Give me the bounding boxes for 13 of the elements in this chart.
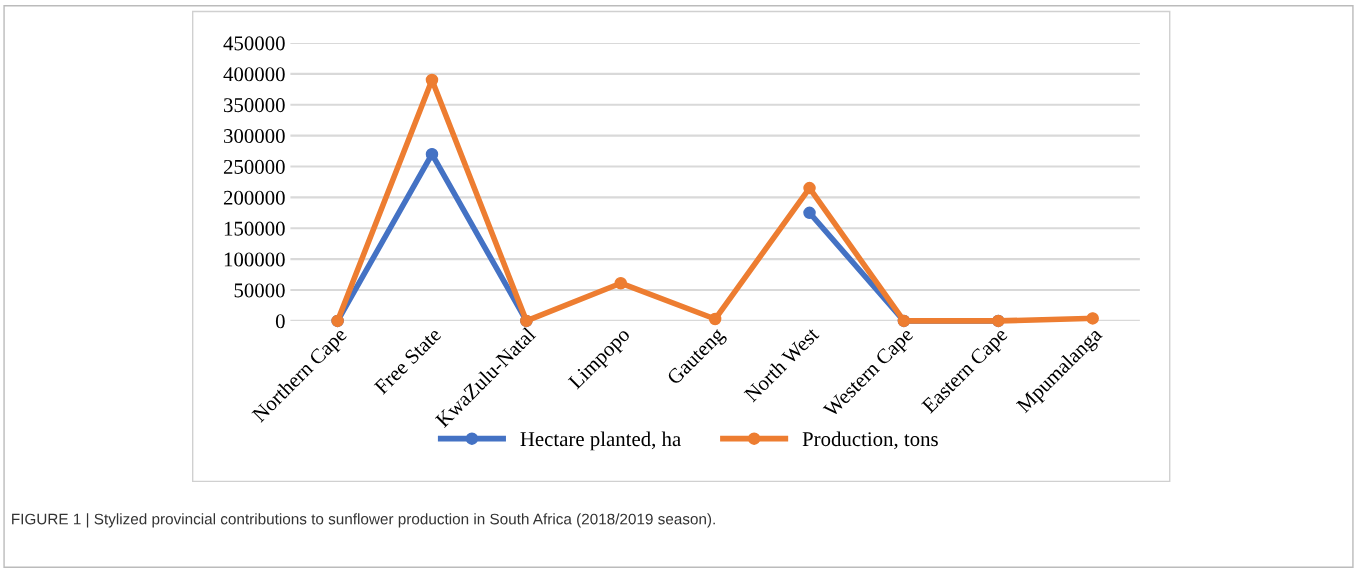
y-tick-label: 250000: [223, 159, 285, 174]
caption: FIGURE 1 | Stylized provincial contributions to sunflower production in South Africa (2018/2019 season).: [12, 513, 715, 528]
y-tick-label: 150000: [224, 221, 285, 236]
y-tick-label: 100000: [224, 252, 285, 267]
y-tick-label: 50000: [234, 283, 285, 298]
y-tick-label: 200000: [223, 190, 285, 205]
y-tick-label: 350000: [224, 98, 285, 113]
y-tick-label: 450000: [223, 36, 285, 51]
legend-label: Production, tons: [802, 431, 938, 450]
y-tick-label: 400000: [223, 67, 285, 82]
y-tick-label: 0: [275, 314, 285, 329]
legend-label: Hectare planted, ha: [520, 431, 681, 451]
y-tick-label: 300000: [224, 128, 285, 144]
